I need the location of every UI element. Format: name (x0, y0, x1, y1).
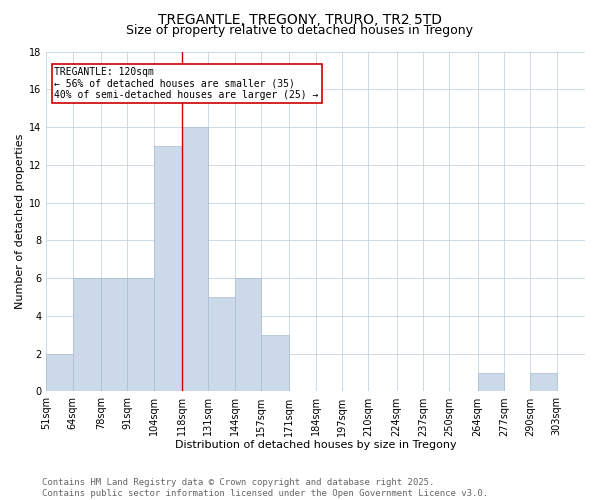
Text: TREGANTLE: 120sqm
← 56% of detached houses are smaller (35)
40% of semi-detached: TREGANTLE: 120sqm ← 56% of detached hous… (55, 67, 319, 100)
Y-axis label: Number of detached properties: Number of detached properties (15, 134, 25, 309)
Bar (208, 297, 235, 392)
Bar (261, 335, 289, 392)
Bar (478, 372, 504, 392)
Bar (530, 372, 557, 392)
Bar (73, 278, 101, 392)
Bar (154, 146, 182, 392)
Text: Contains HM Land Registry data © Crown copyright and database right 2025.
Contai: Contains HM Land Registry data © Crown c… (42, 478, 488, 498)
Text: TREGANTLE, TREGONY, TRURO, TR2 5TD: TREGANTLE, TREGONY, TRURO, TR2 5TD (158, 12, 442, 26)
Text: Size of property relative to detached houses in Tregony: Size of property relative to detached ho… (127, 24, 473, 37)
Bar (235, 278, 261, 392)
X-axis label: Distribution of detached houses by size in Tregony: Distribution of detached houses by size … (175, 440, 457, 450)
Bar (127, 278, 154, 392)
Bar (182, 127, 208, 392)
Bar (46, 354, 73, 392)
Bar (101, 278, 127, 392)
